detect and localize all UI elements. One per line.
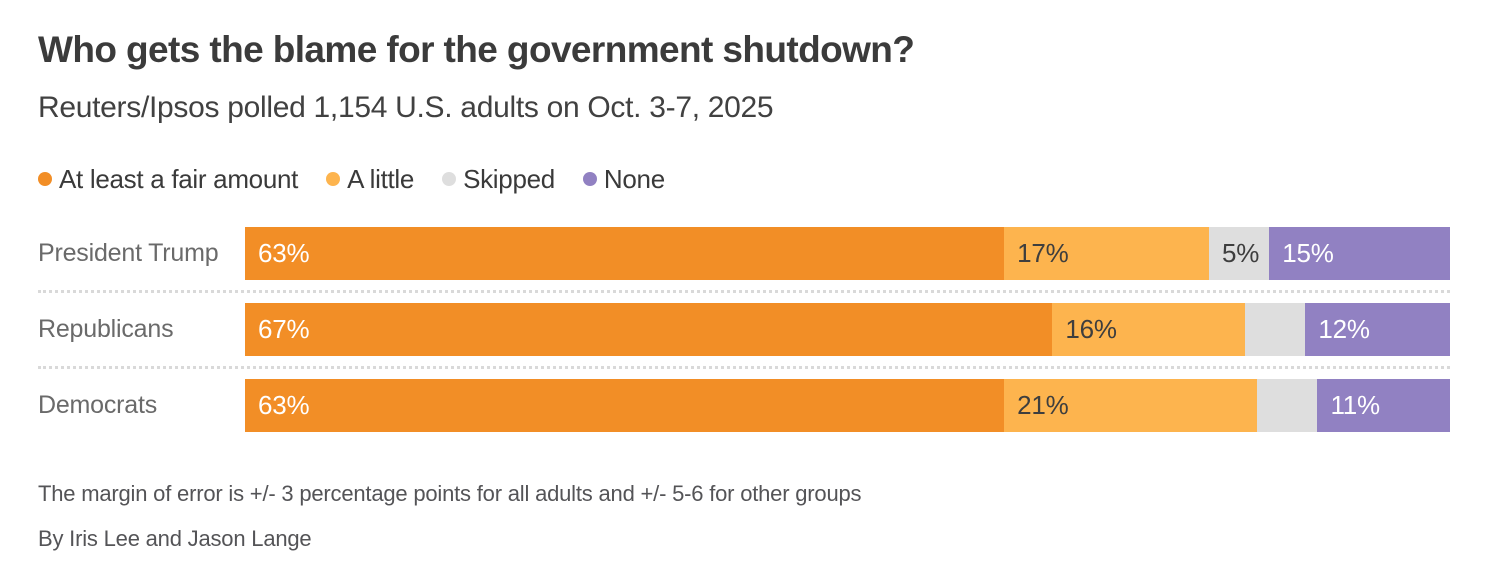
legend-label: Skipped [463, 163, 555, 194]
bar-segment-skipped [1257, 378, 1318, 432]
page-title: Who gets the blame for the government sh… [38, 29, 915, 70]
legend-dot-icon [38, 172, 52, 187]
bar-track: 67% 16% 12% [245, 302, 1450, 356]
category-label: President Trump [38, 238, 219, 267]
row-divider [38, 365, 1450, 369]
row-divider [38, 289, 1450, 293]
legend-label: At least a fair amount [59, 163, 299, 194]
legend-label: None [603, 163, 665, 194]
bar-segment-none: 15% [1269, 226, 1450, 280]
segment-value-label: 17% [1017, 237, 1069, 268]
chart-row-republicans: Republicans 67% 16% 12% [38, 302, 1450, 356]
legend-item-at-least-a-fair-amount: At least a fair amount [38, 164, 298, 195]
bar-segment-skipped [1245, 302, 1306, 356]
segment-value-label: 5% [1221, 237, 1260, 268]
category-label: Republicans [38, 314, 174, 343]
segment-value-label: 63% [258, 389, 310, 420]
segment-value-label: 16% [1065, 313, 1117, 344]
legend-dot-icon [326, 172, 341, 187]
bar-segment-at-least-a-fair-amount: 67% [245, 302, 1053, 356]
segment-value-label: 63% [258, 237, 310, 268]
stacked-bar-chart: President Trump 63% 17% 5% 15% Republicans 67%… [38, 226, 1450, 432]
category-label: Democrats [38, 390, 158, 419]
segment-value-label: 11% [1330, 389, 1380, 420]
chart-subtitle: Reuters/Ipsos polled 1,154 U.S. adults o… [38, 90, 774, 124]
chart-legend: At least a fair amount A little Skipped Non… [38, 164, 1500, 195]
legend-dot-icon [582, 172, 597, 187]
legend-item-a-little: A little [326, 164, 414, 195]
margin-of-error-note: The margin of error is +/- 3 percentage … [38, 480, 862, 506]
bar-segment-none: 12% [1305, 302, 1450, 356]
legend-label: A little [347, 163, 415, 194]
bar-segment-a-little: 17% [1004, 226, 1209, 280]
legend-dot-icon [442, 172, 457, 187]
legend-item-none: None [582, 163, 665, 195]
segment-value-label: 67% [258, 313, 310, 344]
legend-item-skipped: Skipped [442, 164, 555, 195]
bar-track: 63% 17% 5% 15% [245, 226, 1450, 280]
segment-value-label: 21% [1017, 389, 1069, 420]
chart-row-president-trump: President Trump 63% 17% 5% 15% [38, 226, 1450, 280]
bar-segment-a-little: 16% [1052, 302, 1246, 356]
byline: By Iris Lee and Jason Lange [38, 525, 312, 551]
content: Who gets the blame for the government sh… [38, 29, 1500, 551]
bar-segment-a-little: 21% [1004, 378, 1258, 432]
bar-segment-none: 11% [1317, 378, 1450, 432]
bar-segment-at-least-a-fair-amount: 63% [245, 378, 1005, 432]
bar-track: 63% 21% 11% [245, 378, 1450, 432]
segment-value-label: 12% [1318, 313, 1370, 344]
bar-segment-skipped: 5% [1208, 226, 1270, 280]
chart-row-democrats: Democrats 63% 21% 11% [38, 378, 1450, 432]
bar-segment-at-least-a-fair-amount: 63% [245, 226, 1005, 280]
segment-value-label: 15% [1282, 237, 1334, 268]
